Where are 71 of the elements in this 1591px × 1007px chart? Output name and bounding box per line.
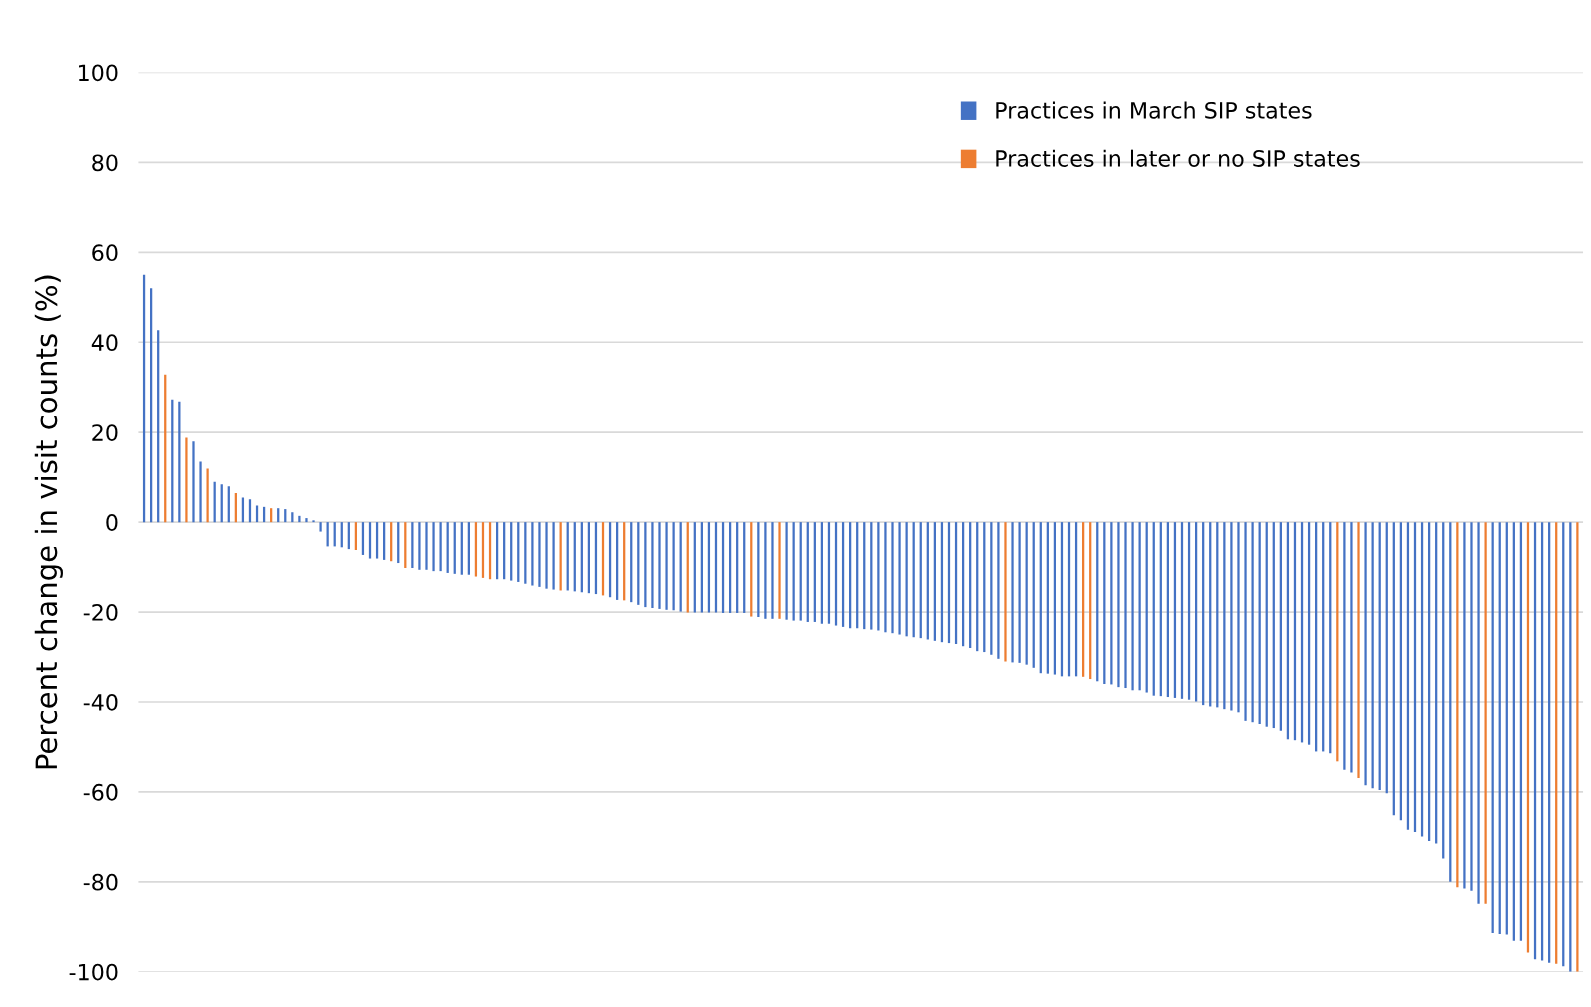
bar [538, 522, 541, 587]
y-tick-label: -40 [83, 693, 118, 711]
bar [291, 512, 294, 523]
y-tick-label: 80 [92, 154, 118, 172]
bar [432, 522, 435, 572]
y-tick-label: 100 [79, 64, 118, 82]
bar [884, 522, 887, 633]
bar [1364, 522, 1367, 786]
legend-label: Practices in March SIP states [996, 101, 1312, 119]
bar [905, 522, 908, 637]
bar [206, 468, 209, 523]
y-tick-label: -80 [83, 873, 118, 891]
bar [1470, 522, 1473, 891]
bar [1244, 522, 1247, 721]
bar [1350, 522, 1353, 773]
y-tick-label: 20 [92, 424, 118, 441]
bar [552, 522, 555, 590]
y-tick-label: 40 [91, 334, 118, 352]
y-axis-title: Percent change in visit counts (%) [34, 275, 63, 769]
bar [418, 522, 421, 570]
bar [778, 522, 781, 619]
bar [270, 508, 273, 523]
bar [1477, 522, 1480, 904]
bar [1131, 522, 1134, 691]
bar [1110, 522, 1113, 685]
bar [298, 515, 301, 523]
y-tick-label: 60 [92, 244, 118, 262]
bar [764, 522, 767, 619]
bar [877, 522, 880, 631]
bar [785, 522, 788, 620]
bar [1230, 522, 1233, 711]
bar [284, 509, 287, 523]
bar [658, 522, 661, 609]
bar [277, 508, 280, 523]
bar [1124, 522, 1127, 689]
bar [1251, 522, 1254, 723]
bar [651, 522, 654, 609]
bar [192, 441, 195, 523]
bar [545, 522, 548, 589]
bar [305, 518, 308, 523]
bar [319, 522, 322, 532]
legend-label: Practices in later or no SIP states [996, 149, 1360, 167]
bar [1018, 522, 1021, 663]
bar [1237, 522, 1240, 713]
bar [1004, 522, 1007, 662]
bar [644, 522, 647, 608]
bar [1484, 522, 1487, 904]
bar [1576, 522, 1579, 972]
bar [771, 522, 774, 619]
bar [199, 461, 202, 523]
bar [1011, 522, 1014, 663]
bar [1357, 522, 1360, 778]
bar [665, 522, 668, 610]
bar [439, 522, 442, 572]
y-tick-label: -60 [83, 783, 118, 801]
bar [1463, 522, 1466, 889]
bar [997, 522, 1000, 659]
y-tick-label: -20 [83, 604, 118, 621]
y-tick-label: -100 [69, 963, 118, 981]
bar [672, 522, 675, 611]
bar [1117, 522, 1120, 688]
y-tick-label: 0 [106, 514, 118, 531]
bar [531, 522, 534, 586]
bar [891, 522, 894, 634]
bar [411, 522, 414, 568]
bar [368, 522, 372, 559]
bar [185, 437, 188, 523]
bar [898, 522, 901, 635]
bar [425, 522, 428, 570]
bar [375, 522, 379, 559]
bar [1343, 522, 1346, 770]
